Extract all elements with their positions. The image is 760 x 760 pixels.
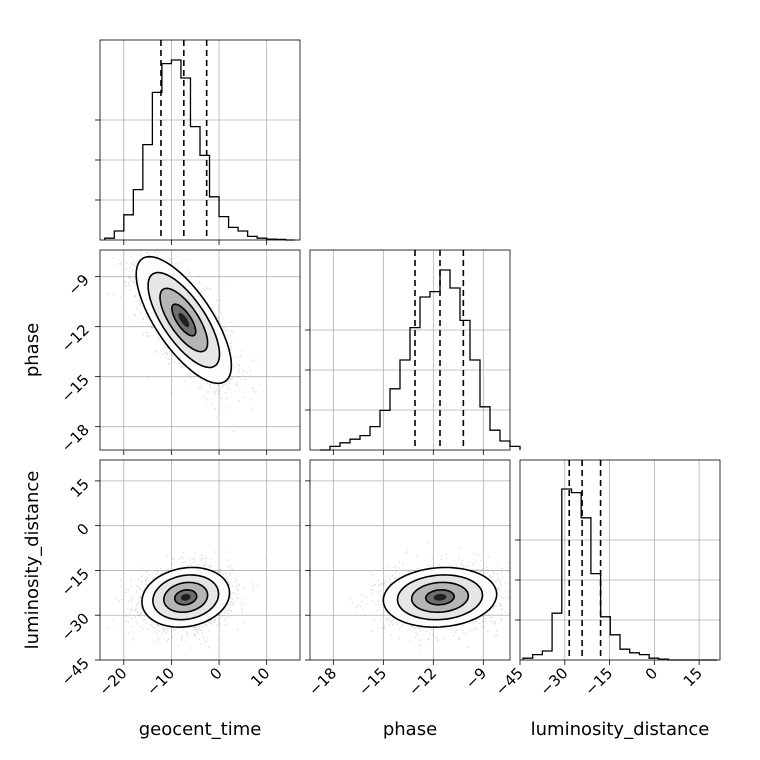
contour-line	[174, 589, 198, 606]
y-tick-label: −12	[58, 321, 93, 356]
panel-frame	[519, 459, 721, 661]
panel-frame	[309, 459, 511, 661]
panels-layer: −20 −10 0 10 −18 −15 −12 −9 −45 −30 −15 0 15−18−15−1…	[58, 39, 721, 699]
y-tick-label: −45	[58, 654, 93, 689]
contour-line	[162, 581, 209, 613]
density-layer	[107, 250, 262, 432]
x-tick-label: 0	[642, 664, 661, 683]
y-tick-label: −15	[58, 371, 93, 406]
hist-panel-geocent-time	[95, 39, 301, 245]
panel-frame	[99, 249, 301, 451]
x-tick-label: −18	[305, 664, 340, 699]
contour-line	[410, 581, 470, 613]
x-tick-label: −20	[96, 664, 131, 699]
hist-panel-luminosity-distance	[515, 459, 721, 665]
x-axis-label-geocent-time: geocent_time	[139, 719, 262, 740]
scatter-panel-geocent-time-vs-phase	[95, 249, 301, 455]
x-tick-label: 15	[680, 664, 706, 690]
x-tick-label: 0	[206, 664, 225, 683]
x-tick-label: −12	[405, 664, 440, 699]
y-axis-label-luminosity-distance: luminosity_distance	[22, 471, 43, 650]
density-layer	[106, 551, 267, 649]
density-peak	[178, 312, 190, 328]
y-tick-label: 0	[73, 520, 92, 539]
hist-panel-phase	[305, 249, 521, 455]
tick-labels: −20 −10 0 10 −18 −15 −12 −9 −45 −30 −15 0 15−18−15−1…	[58, 271, 706, 699]
y-tick-label: −30	[58, 609, 93, 644]
x-tick-label: −15	[355, 664, 390, 699]
axis-labels-layer: geocent_time phase luminosity_distance p…	[22, 323, 709, 740]
y-axis-label-phase: phase	[22, 323, 43, 377]
scatter-panel-geocent-time-vs-luminosity-distance	[95, 459, 301, 665]
histogram-phase	[320, 269, 521, 451]
panel-frame	[99, 459, 301, 661]
y-tick-label: 15	[67, 475, 93, 501]
y-tick-label: −18	[58, 421, 93, 456]
x-axis-label-phase: phase	[383, 719, 437, 740]
contour-line	[152, 574, 220, 621]
scatter-panel-phase-vs-luminosity-distance	[305, 459, 511, 665]
panel-frame	[309, 249, 511, 451]
histogram-geocent-time	[104, 59, 296, 241]
x-tick-label: 10	[247, 664, 273, 690]
density-layer	[348, 541, 510, 653]
contour-line	[424, 589, 456, 606]
panel-frame	[99, 39, 301, 241]
y-tick-label: −15	[58, 565, 93, 600]
x-tick-label: −15	[581, 664, 616, 699]
x-axis-label-luminosity-distance: luminosity_distance	[531, 719, 710, 740]
contour-line	[135, 255, 233, 385]
histogram-luminosity-distance	[522, 488, 718, 661]
contour-line	[382, 566, 498, 629]
contour-line	[396, 574, 484, 621]
x-tick-label: −45	[492, 664, 527, 699]
x-tick-label: −10	[143, 664, 178, 699]
contour-line	[147, 271, 221, 369]
x-tick-label: −30	[536, 664, 571, 699]
contour-line	[141, 566, 231, 629]
contour-line	[159, 287, 209, 353]
y-tick-label: −9	[64, 271, 92, 299]
contour-line	[171, 303, 197, 337]
x-tick-label: −9	[462, 664, 490, 692]
density-peak	[433, 594, 447, 601]
scatter-points	[106, 551, 267, 649]
density-peak	[180, 594, 191, 601]
